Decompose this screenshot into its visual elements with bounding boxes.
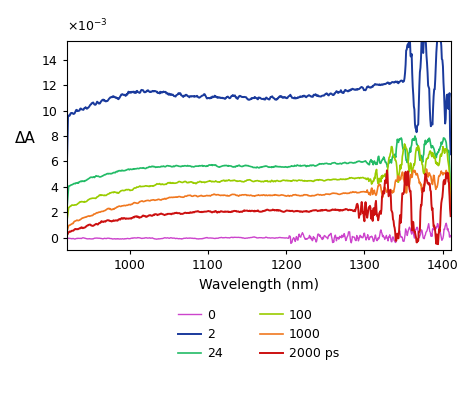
- 2000 ps: [363, 200, 368, 204]
- 24: [64, 206, 70, 211]
- Legend: 0, 2, 24, 100, 1000, 2000 ps: 0, 2, 24, 100, 1000, 2000 ps: [178, 309, 339, 360]
- 2: [64, 161, 70, 166]
- 0: [158, 236, 164, 241]
- 100: [448, 198, 454, 203]
- 2: [435, 24, 441, 29]
- 24: [158, 164, 164, 169]
- 2: [185, 94, 191, 99]
- 100: [172, 181, 178, 186]
- 2000 ps: [435, 242, 441, 246]
- 1000: [448, 206, 454, 211]
- 2000 ps: [316, 208, 322, 213]
- X-axis label: Wavelength (nm): Wavelength (nm): [199, 278, 319, 292]
- 24: [316, 162, 322, 167]
- 0: [64, 236, 70, 240]
- 24: [363, 158, 368, 163]
- 0: [363, 238, 369, 242]
- 2000 ps: [410, 220, 416, 224]
- 1000: [410, 169, 416, 174]
- 1000: [172, 195, 178, 200]
- 2: [448, 152, 454, 157]
- 1000: [185, 193, 191, 198]
- 2000 ps: [158, 211, 164, 216]
- 100: [363, 176, 368, 181]
- 0: [443, 221, 449, 226]
- 1000: [363, 190, 368, 194]
- Line: 1000: 1000: [67, 169, 451, 232]
- 100: [316, 178, 322, 182]
- 0: [172, 236, 178, 241]
- 0: [317, 234, 322, 238]
- 2: [172, 94, 178, 99]
- Line: 100: 100: [67, 144, 451, 221]
- 24: [172, 164, 178, 168]
- 100: [64, 218, 70, 223]
- 0: [288, 241, 294, 246]
- Line: 24: 24: [67, 136, 451, 208]
- Line: 0: 0: [67, 223, 451, 243]
- 100: [401, 142, 407, 146]
- 0: [185, 236, 191, 240]
- 24: [185, 164, 191, 168]
- 1000: [64, 229, 70, 234]
- 2000 ps: [448, 214, 454, 218]
- Y-axis label: ΔA: ΔA: [15, 130, 36, 146]
- 0: [448, 234, 454, 239]
- 0: [410, 231, 416, 236]
- 2000 ps: [384, 168, 390, 173]
- 2000 ps: [64, 232, 70, 237]
- 24: [448, 187, 454, 192]
- 1000: [424, 167, 429, 172]
- 2: [410, 84, 416, 89]
- 1000: [316, 192, 322, 197]
- Text: $\times10^{-3}$: $\times10^{-3}$: [67, 18, 108, 34]
- 2000 ps: [185, 210, 191, 215]
- 2: [316, 94, 322, 99]
- 1000: [158, 198, 164, 202]
- 100: [410, 165, 416, 170]
- 100: [185, 180, 191, 185]
- 100: [158, 182, 164, 187]
- 2000 ps: [172, 210, 178, 215]
- 2: [158, 90, 164, 95]
- Line: 2: 2: [67, 27, 451, 164]
- 2: [363, 88, 368, 93]
- Line: 2000 ps: 2000 ps: [67, 170, 451, 244]
- 24: [410, 136, 416, 141]
- 24: [412, 134, 418, 138]
